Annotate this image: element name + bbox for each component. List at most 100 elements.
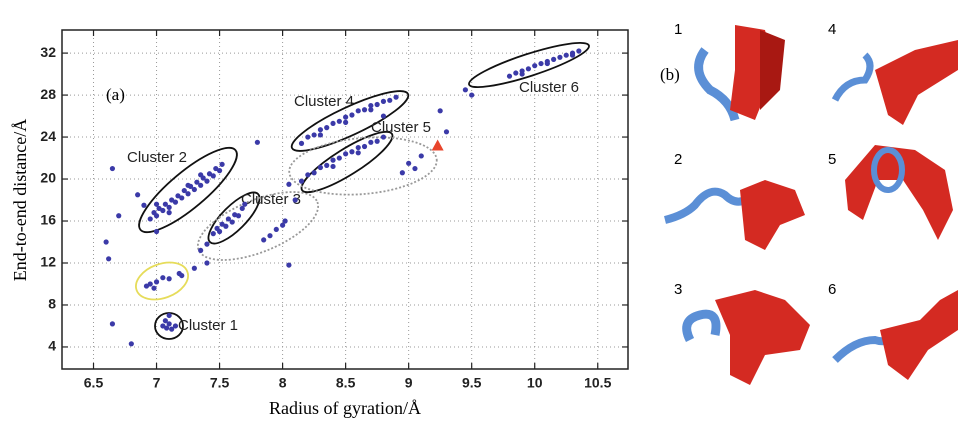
point <box>160 208 165 213</box>
point <box>148 216 153 221</box>
point <box>167 313 172 318</box>
point <box>305 134 310 139</box>
point <box>179 195 184 200</box>
point <box>356 108 361 113</box>
structures-panel: (b) 1 4 2 5 3 6 <box>660 21 958 385</box>
point <box>507 74 512 79</box>
point <box>368 107 373 112</box>
y-tick-label: 16 <box>40 212 56 228</box>
structure-label: 5 <box>828 151 836 168</box>
structure-label: 2 <box>674 151 682 168</box>
point <box>412 166 417 171</box>
point <box>283 218 288 223</box>
point <box>167 205 172 210</box>
point <box>393 95 398 100</box>
point <box>337 155 342 160</box>
point <box>148 281 153 286</box>
y-tick-label: 24 <box>40 128 56 144</box>
point <box>154 279 159 284</box>
structure-label: 6 <box>828 281 836 298</box>
structure-label: 4 <box>828 21 836 38</box>
point <box>217 168 222 173</box>
point <box>236 213 241 218</box>
y-tick-label: 4 <box>48 338 56 354</box>
point <box>267 233 272 238</box>
point <box>286 182 291 187</box>
point <box>192 187 197 192</box>
point <box>106 256 111 261</box>
y-tick-label: 32 <box>40 44 56 60</box>
point <box>312 170 317 175</box>
protein-1 <box>699 25 785 120</box>
point <box>129 341 134 346</box>
point <box>438 108 443 113</box>
point <box>274 227 279 232</box>
point <box>330 121 335 126</box>
point <box>305 172 310 177</box>
point <box>356 145 361 150</box>
point <box>217 229 222 234</box>
point <box>318 165 323 170</box>
point <box>406 161 411 166</box>
point <box>104 239 109 244</box>
point <box>564 53 569 58</box>
point <box>116 213 121 218</box>
point <box>135 192 140 197</box>
point <box>387 98 392 103</box>
point <box>330 158 335 163</box>
point <box>219 162 224 167</box>
point <box>324 163 329 168</box>
panel-label: (b) <box>660 65 680 84</box>
cluster-label: Cluster 1 <box>178 317 238 334</box>
point <box>185 191 190 196</box>
point <box>343 120 348 125</box>
x-tick-label: 9 <box>405 375 413 391</box>
point <box>163 318 168 323</box>
y-tick-label: 8 <box>48 296 56 312</box>
point <box>261 237 266 242</box>
point <box>211 231 216 236</box>
point <box>154 202 159 207</box>
x-tick-label: 10 <box>527 375 543 391</box>
point <box>160 275 165 280</box>
point <box>167 210 172 215</box>
point <box>110 166 115 171</box>
point <box>526 66 531 71</box>
x-tick-label: 7.5 <box>210 375 230 391</box>
y-tick-label: 20 <box>40 170 56 186</box>
point <box>151 286 156 291</box>
point <box>286 262 291 267</box>
point <box>419 153 424 158</box>
point <box>293 197 298 202</box>
point <box>192 266 197 271</box>
cluster-label: Cluster 6 <box>519 79 579 96</box>
point <box>312 132 317 137</box>
point <box>375 139 380 144</box>
point <box>179 273 184 278</box>
point <box>520 71 525 76</box>
protein-2 <box>665 180 805 250</box>
x-tick-label: 6.5 <box>84 375 104 391</box>
point <box>469 92 474 97</box>
cluster-label: Cluster 4 <box>294 93 354 110</box>
x-tick-label: 8.5 <box>336 375 356 391</box>
point <box>337 119 342 124</box>
x-tick-label: 10.5 <box>584 375 611 391</box>
structure-label: 1 <box>674 21 682 38</box>
point <box>576 48 581 53</box>
point <box>381 99 386 104</box>
point <box>557 55 562 60</box>
point <box>198 183 203 188</box>
point <box>173 323 178 328</box>
point <box>173 200 178 205</box>
point <box>343 151 348 156</box>
protein-5 <box>845 145 953 240</box>
point <box>185 183 190 188</box>
point <box>167 276 172 281</box>
point <box>211 173 216 178</box>
point <box>299 179 304 184</box>
cluster-outline <box>131 256 193 306</box>
point <box>570 53 575 58</box>
point <box>362 107 367 112</box>
point <box>444 129 449 134</box>
